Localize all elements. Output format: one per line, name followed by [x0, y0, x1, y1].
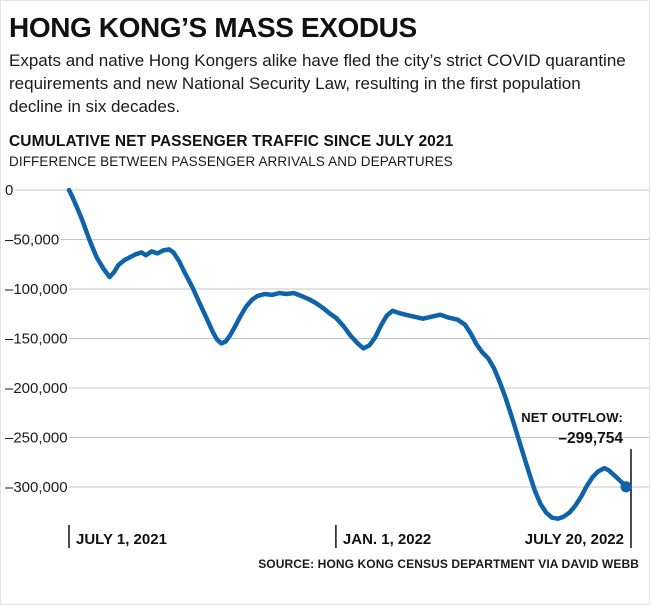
x-axis-tick-label: JAN. 1, 2022	[343, 531, 431, 548]
y-axis-tick-label: –250,000	[5, 430, 68, 447]
data-line-group	[66, 187, 632, 522]
net-outflow-label: NET OUTFLOW:	[521, 410, 623, 425]
y-axis-tick-label: –150,000	[5, 331, 68, 348]
y-axis-tick-label: –100,000	[5, 281, 68, 298]
headline: HONG KONG’S MASS EXODUS	[9, 12, 417, 43]
chart-subtitle: DIFFERENCE BETWEEN PASSENGER ARRIVALS AN…	[9, 154, 453, 170]
y-axis-tick-label: –300,000	[5, 479, 68, 496]
x-axis-group: JULY 1, 2021 JAN. 1, 2022 JULY 20, 2022	[68, 449, 632, 549]
line-chart: 0 –50,000 –100,000 –150,000 –200,000 –250,000…	[3, 180, 649, 549]
source-credit: SOURCE: HONG KONG CENSUS DEPARTMENT VIA …	[258, 557, 639, 572]
intro-text: Expats and native Hong Kongers alike hav…	[9, 51, 626, 116]
traffic-line	[66, 187, 629, 522]
y-axis-tick-label: –200,000	[5, 380, 68, 397]
y-axis-tick-label: –50,000	[5, 232, 59, 249]
chart-title: CUMULATIVE NET PASSENGER TRAFFIC SINCE J…	[9, 133, 454, 151]
y-axis-labels-group: 0 –50,000 –100,000 –150,000 –200,000 –250,000…	[3, 180, 70, 498]
line-end-dot	[620, 481, 632, 493]
gridlines-group	[3, 189, 649, 488]
x-axis-tick-label: JULY 20, 2022	[525, 531, 624, 548]
net-outflow-value: –299,754	[558, 430, 623, 447]
x-axis-tick-label: JULY 1, 2021	[76, 531, 167, 548]
y-axis-tick-label: 0	[5, 182, 13, 199]
